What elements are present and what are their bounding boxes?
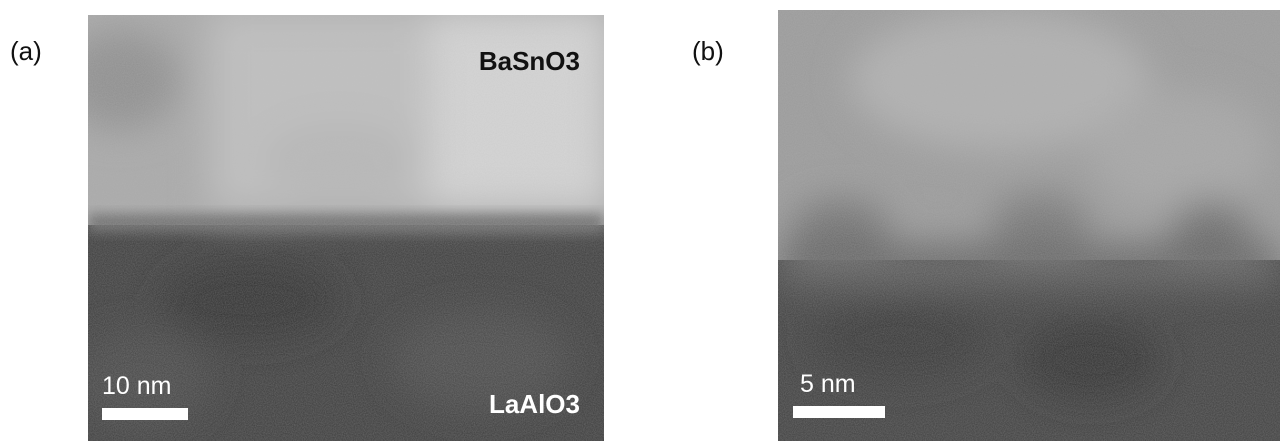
scale-bar bbox=[102, 408, 188, 420]
panel-label: (a) bbox=[10, 36, 42, 66]
scale-bar bbox=[793, 406, 885, 418]
page: (a) BaSnO3 LaAlO3 10 nm (b) bbox=[0, 0, 1280, 441]
scale-bar-label: 10 nm bbox=[102, 372, 171, 400]
layer-label: BaSnO3 bbox=[479, 46, 580, 76]
panel-label: (b) bbox=[692, 36, 724, 66]
figure: (a) BaSnO3 LaAlO3 10 nm (b) bbox=[0, 0, 1280, 441]
layer-label: LaAlO3 bbox=[489, 389, 580, 419]
scale-bar-label: 5 nm bbox=[800, 370, 856, 398]
